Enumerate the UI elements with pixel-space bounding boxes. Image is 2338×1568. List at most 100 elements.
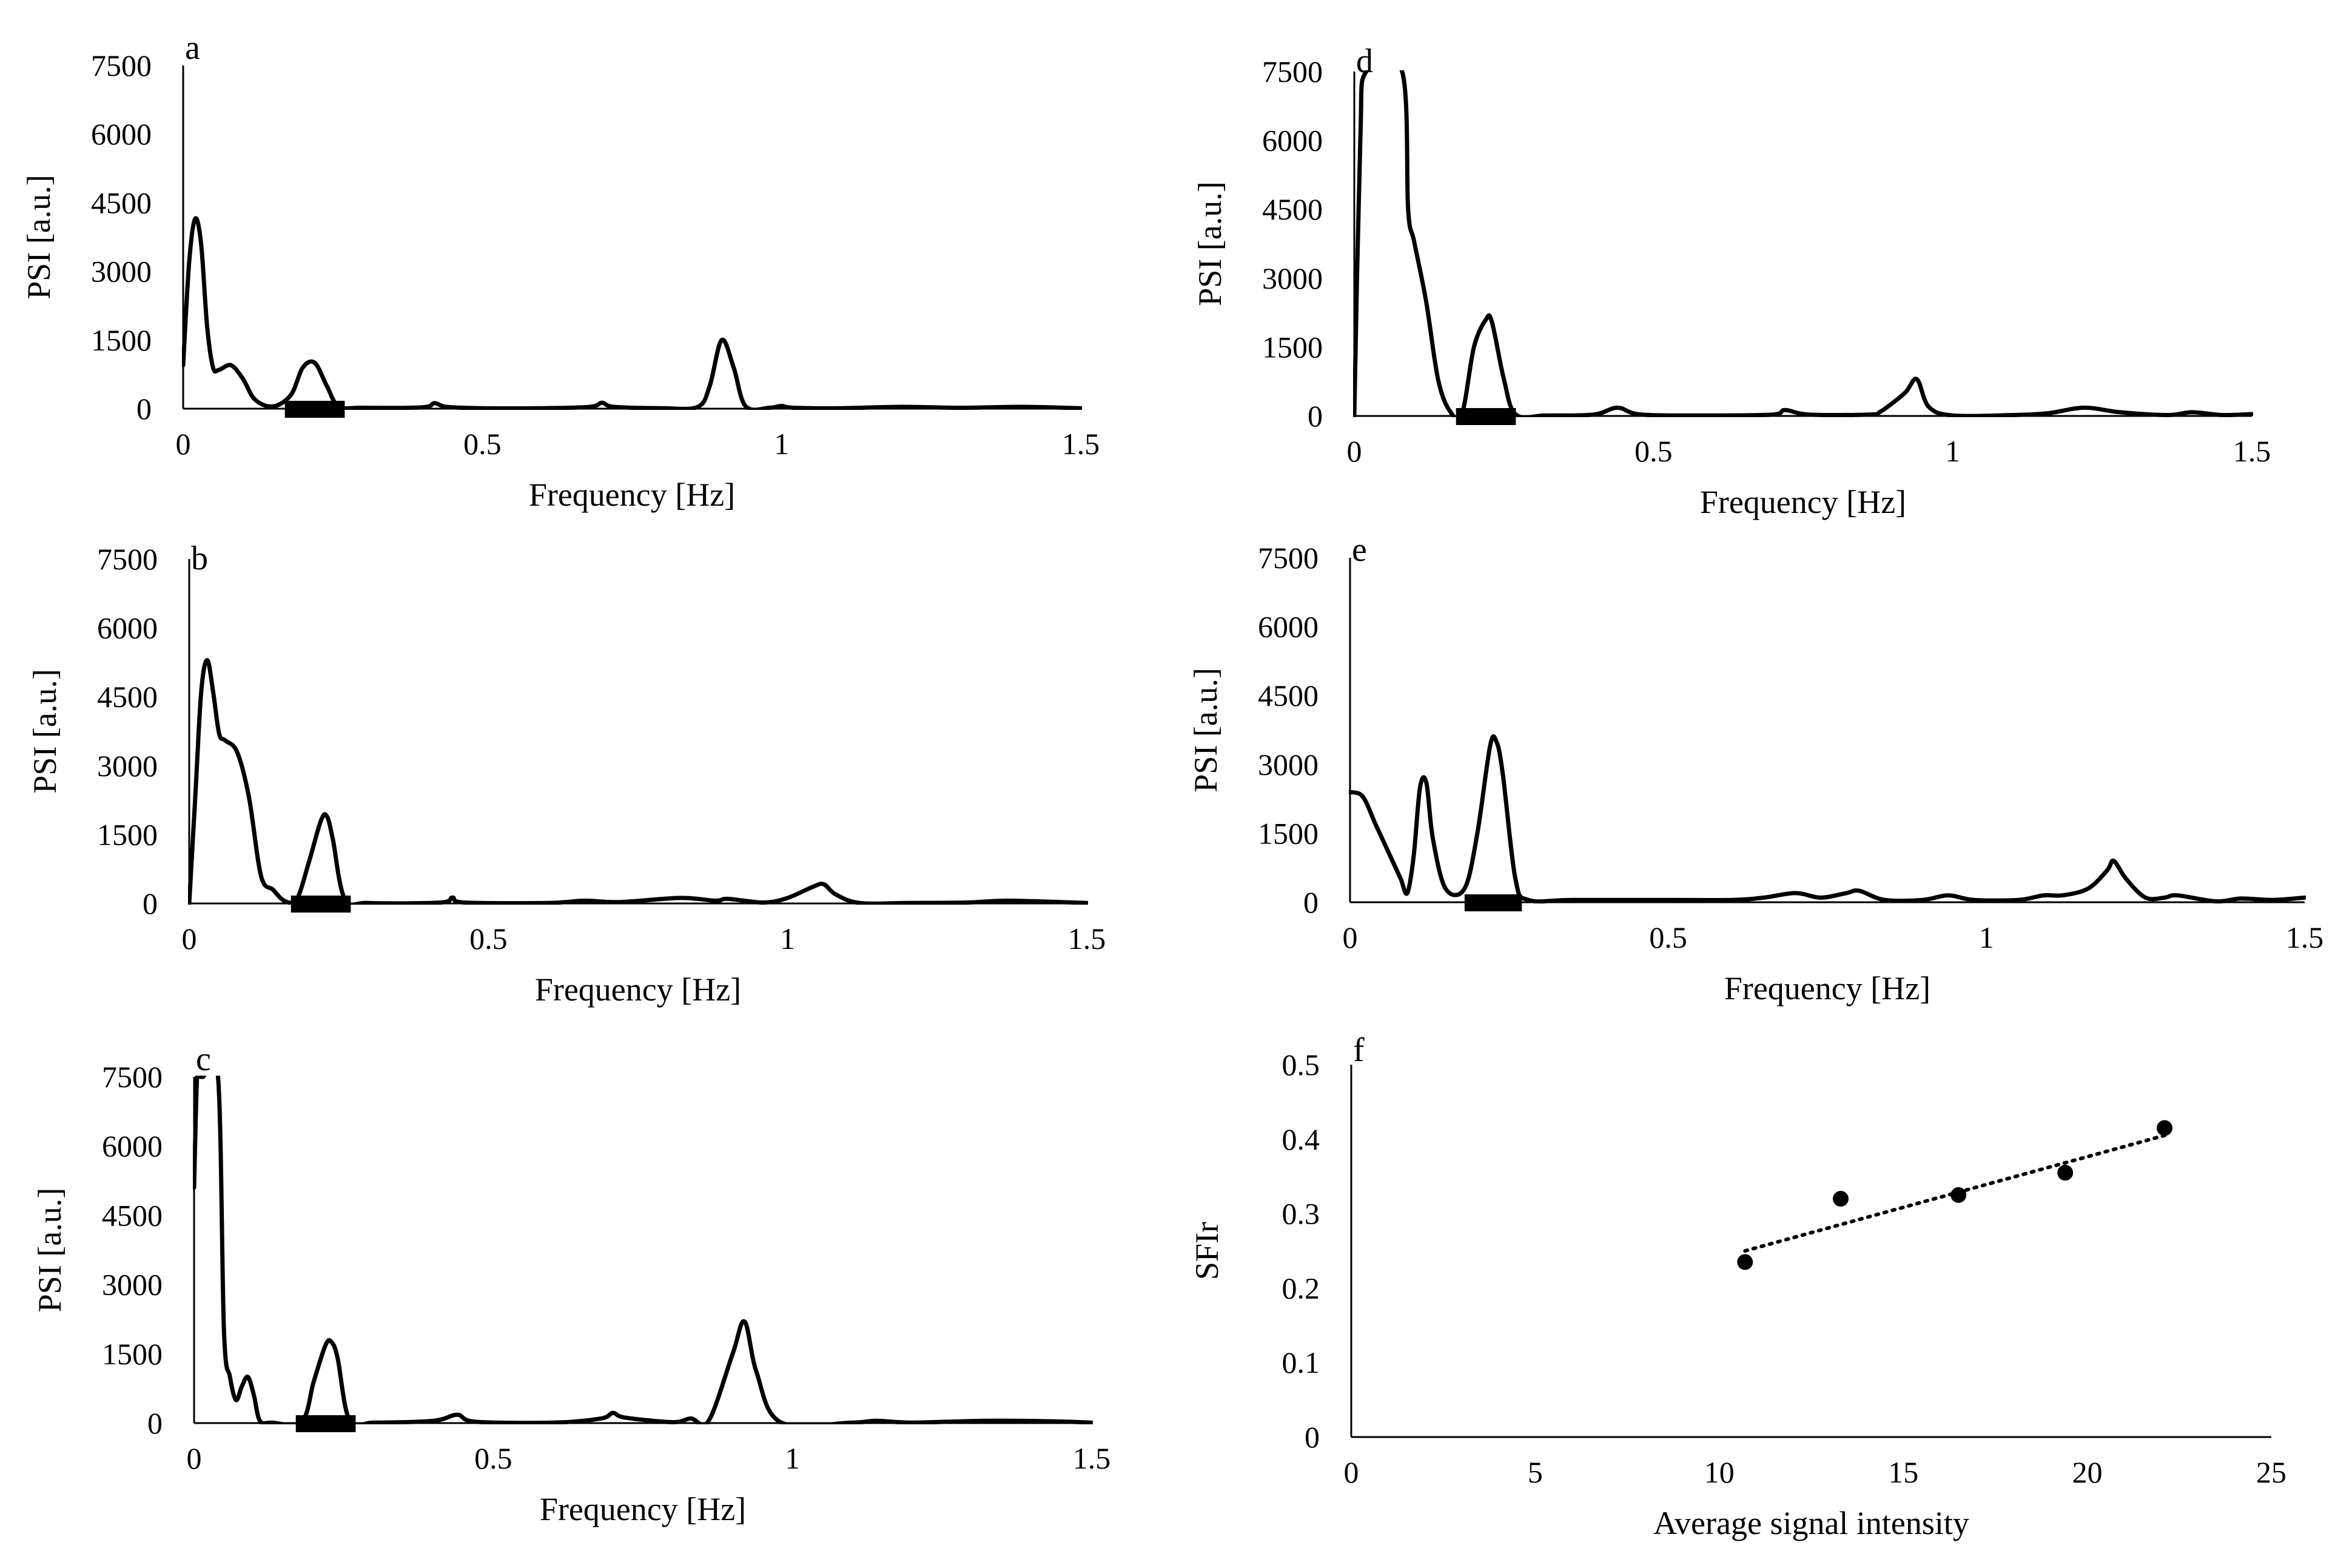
y-tick-label: 3000 <box>1258 748 1318 782</box>
chart-panel-a: a 0 1500 3000 4500 6000 7500 0 0.5 1 1.5 Frequency … <box>21 29 1100 513</box>
x-tick-label: 0 <box>187 1441 202 1475</box>
y-tick-label: 6000 <box>97 611 158 645</box>
y-tick-label: 1500 <box>1262 330 1323 364</box>
y-tick-label: 0.4 <box>1282 1122 1320 1156</box>
y-tick-label: 0.3 <box>1282 1197 1320 1231</box>
panel-label: c <box>196 1040 211 1078</box>
x-tick-label: 0 <box>176 427 191 461</box>
y-tick-label: 0 <box>147 1406 163 1440</box>
x-tick-label: 5 <box>1528 1455 1543 1489</box>
x-tick-label: 1 <box>780 922 795 956</box>
x-tick-label: 1 <box>774 427 789 461</box>
y-tick-label: 4500 <box>91 186 152 219</box>
x-axis-label: Frequency [Hz] <box>1724 970 1930 1007</box>
y-tick-label: 0.2 <box>1282 1271 1320 1305</box>
scatter-point <box>2157 1120 2173 1136</box>
x-tick-label: 1.5 <box>1068 922 1106 956</box>
y-tick-label: 6000 <box>91 117 152 151</box>
y-tick-label: 7500 <box>97 542 158 576</box>
frequency-band-marker <box>1456 408 1516 425</box>
psi-series-line <box>188 658 1088 905</box>
x-tick-label: 1.5 <box>2286 920 2324 954</box>
y-tick-label: 0 <box>143 886 158 920</box>
x-tick-label: 0.5 <box>474 1441 512 1475</box>
y-tick-label: 1500 <box>91 323 152 357</box>
y-axis-label: PSI [a.u.] <box>1192 181 1228 306</box>
panel-label: b <box>191 540 208 577</box>
scatter-point <box>2057 1165 2074 1181</box>
y-axis-label: PSI [a.u.] <box>1187 668 1224 792</box>
y-axis-label: PSI [a.u.] <box>27 669 63 793</box>
x-tick-label: 25 <box>2256 1455 2286 1489</box>
chart-panel-e: e 0 1500 3000 4500 6000 7500 0 0.5 1 1.5 Frequency … <box>1187 531 2323 1007</box>
y-tick-label: 6000 <box>102 1129 163 1163</box>
y-tick-label: 3000 <box>1262 261 1323 295</box>
x-tick-label: 1.5 <box>1073 1441 1111 1475</box>
x-tick-label: 0 <box>1344 1455 1359 1489</box>
y-tick-label: 7500 <box>91 49 152 82</box>
psi-series-line <box>1353 70 2253 417</box>
y-tick-label: 3000 <box>91 255 152 289</box>
y-tick-label: 7500 <box>102 1060 163 1094</box>
y-tick-label: 0.5 <box>1282 1048 1320 1082</box>
y-axis-label: PSI [a.u.] <box>32 1188 68 1312</box>
y-tick-label: 1500 <box>1258 816 1318 850</box>
frequency-band-marker <box>284 401 345 418</box>
y-tick-label: 0 <box>1305 1420 1320 1454</box>
panel-label: e <box>1352 531 1367 569</box>
psi-series-line <box>1349 734 2306 903</box>
x-tick-label: 1 <box>1945 434 1960 468</box>
x-tick-label: 0 <box>182 922 197 956</box>
x-tick-label: 10 <box>1704 1455 1735 1489</box>
x-tick-label: 1.5 <box>2233 434 2271 468</box>
x-tick-label: 1.5 <box>1062 427 1100 461</box>
y-tick-label: 6000 <box>1262 124 1323 158</box>
x-tick-label: 1 <box>1979 920 1994 954</box>
y-tick-label: 7500 <box>1262 55 1323 89</box>
y-tick-label: 4500 <box>102 1198 163 1232</box>
y-tick-label: 4500 <box>1262 192 1323 226</box>
x-tick-label: 0 <box>1347 434 1362 468</box>
scatter-point <box>1950 1187 1967 1203</box>
psi-series-line <box>193 1076 1093 1424</box>
y-axis-label: SFIr <box>1189 1222 1225 1280</box>
chart-panel-c: c 0 1500 3000 4500 6000 7500 0 0.5 1 1.5 Frequency … <box>32 1040 1110 1527</box>
x-tick-label: 0 <box>1343 920 1358 954</box>
y-tick-label: 7500 <box>1258 541 1318 575</box>
psi-series-line <box>182 216 1082 410</box>
panel-label: f <box>1353 1031 1365 1069</box>
x-axis-label: Frequency [Hz] <box>535 971 741 1008</box>
x-tick-label: 0.5 <box>463 427 502 461</box>
frequency-band-marker <box>295 1415 356 1432</box>
x-tick-label: 20 <box>2072 1455 2103 1489</box>
scatter-point <box>1833 1191 1849 1207</box>
x-axis-label: Frequency [Hz] <box>1700 484 1906 520</box>
y-tick-label: 0 <box>1303 885 1318 919</box>
y-tick-label: 1500 <box>97 817 158 851</box>
y-tick-label: 3000 <box>97 749 158 783</box>
x-tick-label: 0.5 <box>1634 434 1673 468</box>
scatter-point <box>1737 1254 1753 1270</box>
x-axis-label: Frequency [Hz] <box>540 1491 746 1527</box>
y-tick-label: 4500 <box>1258 678 1318 712</box>
panel-label: a <box>185 29 200 67</box>
y-tick-label: 6000 <box>1258 610 1318 644</box>
frequency-band-marker <box>1464 894 1522 911</box>
chart-panel-f: f 0 0.1 0.2 0.3 0.4 0.5 0 5 10 15 20 25 Average signa… <box>1189 1031 2286 1541</box>
chart-panel-b: b 0 1500 3000 4500 6000 7500 0 0.5 1 1.5 Frequency … <box>27 540 1106 1008</box>
x-tick-label: 0.5 <box>469 922 508 956</box>
x-tick-label: 15 <box>1888 1455 1918 1489</box>
x-axis-label: Frequency [Hz] <box>529 477 735 513</box>
x-axis-label: Average signal intensity <box>1653 1505 1969 1541</box>
y-axis-label: PSI [a.u.] <box>21 175 57 299</box>
y-tick-label: 3000 <box>102 1268 163 1302</box>
y-tick-label: 1500 <box>102 1337 163 1371</box>
frequency-band-marker <box>291 896 351 913</box>
y-tick-label: 4500 <box>97 680 158 714</box>
x-tick-label: 1 <box>785 1441 800 1475</box>
y-tick-label: 0 <box>136 392 152 426</box>
y-tick-label: 0 <box>1308 399 1323 433</box>
y-tick-label: 0.1 <box>1282 1345 1320 1379</box>
